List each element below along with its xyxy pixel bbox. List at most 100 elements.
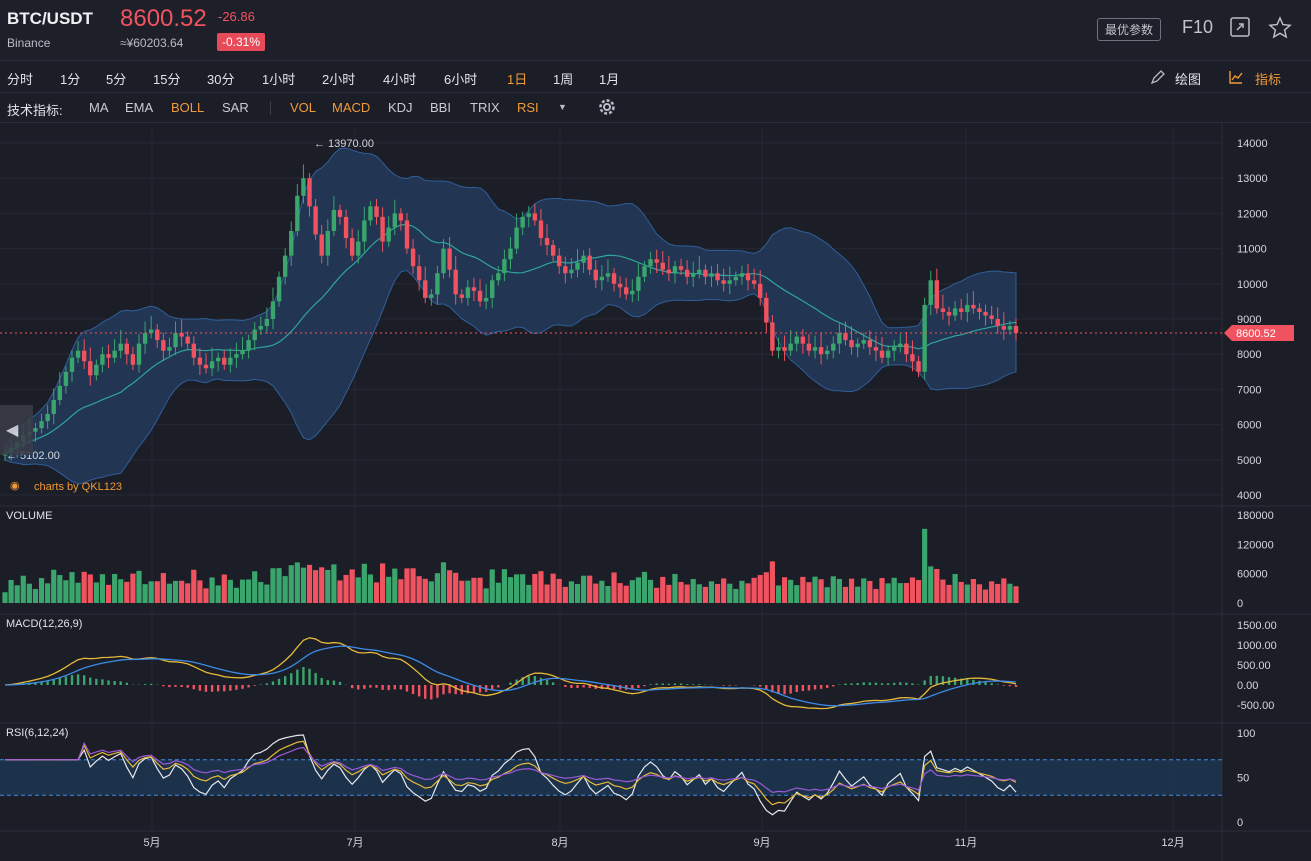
volume-bar <box>57 575 63 603</box>
indicator-macd[interactable]: MACD <box>332 100 371 115</box>
optimal-params-button[interactable]: 最优参数 <box>1097 18 1162 41</box>
last-price-tag-shape <box>1224 325 1294 342</box>
volume-bar <box>179 580 185 603</box>
volume-bar <box>215 585 221 603</box>
volume-bar <box>489 569 495 603</box>
cny-price: ≈¥60203.64 <box>120 36 184 50</box>
macd-axis-tick: 500.00 <box>1237 660 1271 672</box>
indicator-bbi[interactable]: BBI <box>430 100 451 115</box>
volume-bar <box>580 575 587 603</box>
pair-title[interactable]: BTC/USDT <box>7 9 93 28</box>
volume-bar <box>928 566 934 603</box>
period-tab[interactable]: 1小时 <box>262 72 296 87</box>
volume-bar <box>136 570 142 603</box>
candle <box>75 350 81 358</box>
candle <box>800 336 806 344</box>
period-tab[interactable]: 1分 <box>60 72 81 87</box>
volume-bar <box>617 583 623 603</box>
volume-bar <box>934 568 940 603</box>
period-tab[interactable]: 分时 <box>7 72 34 87</box>
candle <box>599 276 605 281</box>
volume-bar <box>331 564 337 603</box>
volume-bar <box>459 580 465 603</box>
high-price-marker: ← 13970.00 <box>314 138 374 150</box>
candle <box>398 213 404 221</box>
volume-bar <box>702 586 708 603</box>
volume-bar <box>1013 586 1019 603</box>
volume-bar <box>952 573 958 603</box>
candle <box>88 361 93 376</box>
scroll-left-button[interactable]: ◀ <box>0 405 33 455</box>
draw-button[interactable]: 绘图 <box>1175 72 1202 87</box>
indicator-chart-icon[interactable] <box>1228 69 1244 90</box>
x-axis-tick: 11月 <box>955 837 977 849</box>
candle <box>837 333 842 344</box>
candle <box>824 350 830 355</box>
expand-icon[interactable] <box>1229 16 1251 43</box>
indicator-ema[interactable]: EMA <box>125 100 154 115</box>
volume-bar <box>788 579 794 603</box>
indicator-sar[interactable]: SAR <box>222 100 249 115</box>
period-tab[interactable]: 1月 <box>599 72 620 87</box>
indicator-trix[interactable]: TRIX <box>470 100 500 115</box>
volume-bar <box>203 588 209 603</box>
candle <box>849 340 854 348</box>
volume-bar <box>112 573 118 603</box>
volume-bar <box>946 584 952 603</box>
candle <box>831 343 836 351</box>
period-tab[interactable]: 4小时 <box>383 72 417 87</box>
indicator-boll[interactable]: BOLL <box>171 100 205 115</box>
star-icon[interactable] <box>1268 16 1292 45</box>
period-tab[interactable]: 15分 <box>153 72 181 87</box>
candle <box>666 269 672 274</box>
candle <box>502 259 507 274</box>
indicator-ma[interactable]: MA <box>89 100 109 115</box>
candle <box>276 276 282 302</box>
candle <box>532 213 538 221</box>
candle <box>33 428 38 432</box>
candle <box>490 280 495 298</box>
candle <box>891 347 897 351</box>
candle <box>246 340 251 351</box>
volume-bar <box>970 578 976 603</box>
candle <box>940 308 946 312</box>
candle <box>971 304 976 309</box>
candle <box>301 178 306 196</box>
period-tab[interactable]: 30分 <box>207 72 235 87</box>
candle <box>148 329 154 334</box>
period-tab[interactable]: 2小时 <box>322 72 356 87</box>
x-axis-tick: 9月 <box>753 837 770 849</box>
last-price: 8600.52 <box>120 5 207 32</box>
pencil-icon[interactable] <box>1150 69 1166 90</box>
macd-axis-tick: 1000.00 <box>1237 640 1277 652</box>
indicator-vol[interactable]: VOL <box>290 100 317 115</box>
period-tab[interactable]: 5分 <box>106 72 127 87</box>
indicator-kdj[interactable]: KDJ <box>388 100 413 115</box>
volume-bar <box>733 588 739 603</box>
volume-bar <box>197 580 203 603</box>
rsi-axis-tick: 100 <box>1237 728 1255 740</box>
f10-button[interactable]: F10 <box>1182 17 1214 37</box>
period-tab[interactable]: 6小时 <box>444 72 478 87</box>
candle <box>691 273 696 277</box>
chart-canvas[interactable]: 1400013000120001100010000900080007000600… <box>0 123 1311 861</box>
candle <box>605 273 611 277</box>
volume-bar <box>976 584 983 603</box>
macd-dif-line <box>4 637 1017 710</box>
candle <box>215 357 221 362</box>
candle <box>739 273 745 277</box>
volume-bar <box>672 573 678 603</box>
volume-bar <box>982 589 989 603</box>
indicators-button[interactable]: 指标 <box>1255 72 1282 87</box>
candle <box>983 311 988 316</box>
candle <box>922 304 927 372</box>
chevron-down-icon[interactable]: ▼ <box>558 102 567 112</box>
period-tab-active[interactable]: 1日 <box>507 72 528 87</box>
gear-icon[interactable] <box>598 98 616 121</box>
volume-bar <box>465 580 471 603</box>
rsi12-line <box>5 740 1017 806</box>
volume-bar <box>325 569 331 603</box>
period-tab[interactable]: 1周 <box>553 72 574 87</box>
indicator-rsi[interactable]: RSI <box>517 100 539 115</box>
candle <box>782 347 787 351</box>
